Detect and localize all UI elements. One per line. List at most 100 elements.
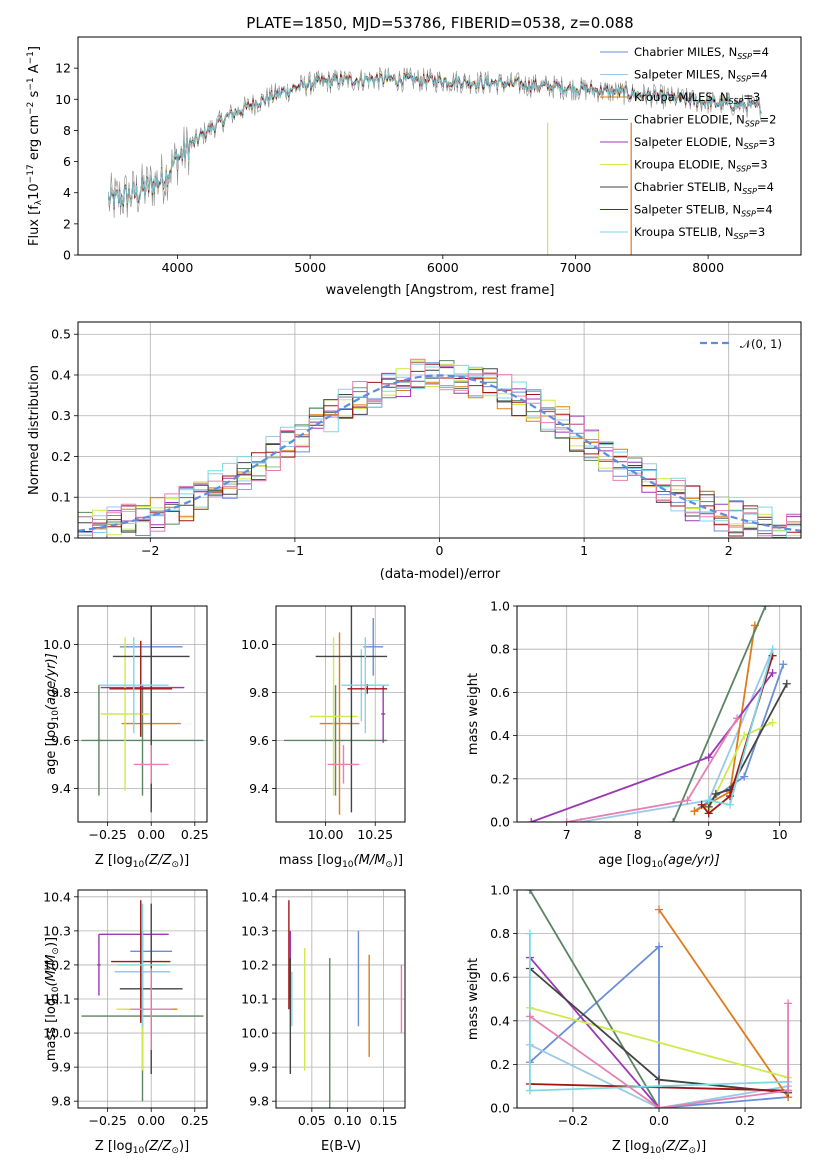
y-tick-label: 10.4 — [43, 889, 71, 904]
x-tick-label: 10.00 — [308, 827, 344, 842]
mass-weight-marker — [704, 753, 713, 762]
mass_vs_Z-y-label: mass [log10(M/M⊙)] — [44, 937, 61, 1061]
y-tick-label: 10.2 — [43, 957, 71, 972]
mass-weight-marker — [768, 645, 777, 654]
y-tick-label: 0.0 — [490, 1101, 510, 1116]
mass_weight_vs_Z-axes: −0.2 0.0 0.2 0.0 0.2 0.4 0.6 0.8 1.0 — [490, 883, 802, 1128]
y-tick-label: 10.0 — [43, 1026, 71, 1041]
mass_weight_vs_age-y-label: mass weight — [466, 673, 481, 755]
mass-weight-marker — [782, 679, 791, 688]
mass_weight_vs_Z-x-label: Z [log10(Z/Z⊙)] — [612, 1139, 706, 1156]
y-tick-label: 10.0 — [43, 637, 71, 652]
mass-weight-marker — [525, 1012, 534, 1021]
x-tick-label: −0.25 — [88, 1113, 126, 1128]
spectrum-y-label: Flux [fλ10−17 erg cm−2 s−1 A−1] — [26, 46, 44, 246]
mass-weight-marker — [527, 818, 536, 822]
mass_weight_vs_Z-y-label: mass weight — [466, 958, 481, 1040]
mass-weight-marker — [784, 999, 793, 1008]
y-tick-label: 10.3 — [43, 923, 71, 938]
legend-label: Salpeter MILES, NSSP=4 — [634, 68, 768, 84]
legend-label: Salpeter STELIB, NSSP=4 — [634, 203, 773, 219]
y-tick-label: 0.0 — [490, 815, 510, 830]
mass-weight-marker — [711, 789, 720, 798]
mass-weight-marker — [655, 1075, 663, 1084]
x-tick-label: 0 — [436, 543, 444, 558]
mass-weight-marker — [733, 714, 742, 723]
mass_vs_Z-axes: −0.25 0.00 0.25 9.8 9.9 10.0 10.1 10.2 10.3 10.4 — [43, 889, 209, 1128]
y-tick-label: 9.9 — [249, 1060, 269, 1075]
x-tick-label: 8000 — [692, 260, 724, 275]
mass-weight-marker — [726, 800, 734, 809]
mass-weight-marker — [525, 890, 534, 894]
mass-weight-line — [529, 890, 660, 1108]
y-tick-label: 0.1 — [51, 490, 71, 505]
x-tick-label: 8 — [634, 827, 642, 842]
normal-curve — [78, 374, 801, 532]
x-tick-label: 4000 — [162, 260, 194, 275]
y-tick-label: 0.8 — [490, 926, 510, 941]
x-tick-label: 2 — [725, 543, 733, 558]
x-tick-label: 0.25 — [181, 827, 209, 842]
y-tick-label: 0.4 — [490, 1013, 510, 1028]
mass-weight-line — [658, 909, 789, 1098]
residuals-axes: −2 −1 0 1 2 0.0 0.1 0.2 0.3 0.4 0.5 — [51, 321, 802, 558]
mass-weight-marker — [779, 660, 788, 669]
y-tick-label: 10.0 — [241, 1026, 269, 1041]
residual-x-label: (data-model)/error — [380, 567, 501, 582]
legend-label: Chabrier ELODIE, NSSP=2 — [634, 113, 776, 129]
mass_vs_Z-plot-area — [78, 890, 207, 1108]
mass-weight-marker — [740, 731, 749, 740]
x-tick-label: 0.00 — [137, 1113, 165, 1128]
y-tick-label: 0.6 — [490, 970, 510, 985]
y-tick-label: 1.0 — [490, 883, 510, 898]
y-tick-label: 0.4 — [490, 728, 510, 743]
mass_vs_EBV-plot-area — [276, 890, 405, 1108]
age_vs_Z-x-label: Z [log10(Z/Z⊙)] — [95, 853, 189, 870]
mass-weight-marker — [740, 772, 749, 781]
y-tick-label: 0.2 — [51, 449, 71, 464]
mass-weight-line — [529, 1083, 789, 1092]
y-tick-label: 9.4 — [249, 781, 269, 796]
y-tick-label: 1.0 — [490, 599, 510, 614]
axes-frame — [77, 36, 802, 256]
y-tick-label: 6 — [63, 154, 71, 169]
x-tick-label: 10.25 — [357, 827, 393, 842]
y-tick-label: 9.8 — [51, 685, 71, 700]
y-tick-label: 9.9 — [51, 1060, 71, 1075]
residuals-plot-area — [78, 322, 801, 538]
mass-weight-marker — [525, 1086, 534, 1095]
mass_weight_vs_age-axes: 7 8 9 10 0.0 0.2 0.4 0.6 0.8 1.0 — [490, 599, 802, 842]
mass-weight-marker — [768, 668, 777, 677]
legend-label: Chabrier STELIB, NSSP=4 — [634, 180, 774, 196]
mass-weight-line — [529, 944, 789, 1108]
age_vs_mass-plot-area — [276, 606, 405, 822]
x-tick-label: −2 — [141, 543, 159, 558]
figure-title: PLATE=1850, MJD=53786, FIBERID=0538, z=0… — [246, 14, 633, 32]
model-spectrum — [108, 72, 762, 208]
mass-weight-marker — [562, 818, 571, 822]
y-tick-label: 10.0 — [241, 637, 269, 652]
x-tick-label: 9 — [705, 827, 713, 842]
mass-weight-marker — [784, 1086, 793, 1095]
mass-weight-marker — [690, 807, 699, 816]
age_vs_Z-axes: −0.25 0.00 0.25 9.4 9.6 9.8 10.0 — [43, 605, 209, 842]
mass-weight-marker — [697, 800, 706, 809]
spectrum-axes: 4000 5000 6000 7000 8000 0 2 4 6 8 10 12 — [55, 36, 802, 275]
y-tick-label: 10.2 — [241, 957, 269, 972]
residual-y-label: Normed distribution — [27, 365, 42, 495]
spectrum-legend: Chabrier MILES, NSSP=4 Salpeter MILES, NS… — [600, 45, 776, 241]
y-tick-label: 4 — [63, 185, 71, 200]
x-tick-label: 0.15 — [370, 1113, 398, 1128]
legend-label: Chabrier MILES, NSSP=4 — [634, 45, 769, 61]
y-tick-label: 9.8 — [51, 1094, 71, 1109]
x-tick-label: 7 — [563, 827, 571, 842]
y-tick-label: 0.5 — [51, 327, 71, 342]
y-tick-label: 2 — [63, 216, 71, 231]
spectrum-x-label: wavelength [Angstrom, rest frame] — [326, 283, 555, 298]
x-tick-label: −0.25 — [88, 827, 126, 842]
mass-weight-marker — [704, 796, 713, 805]
mass-weight-line — [529, 1003, 789, 1108]
y-tick-label: 9.6 — [249, 733, 269, 748]
